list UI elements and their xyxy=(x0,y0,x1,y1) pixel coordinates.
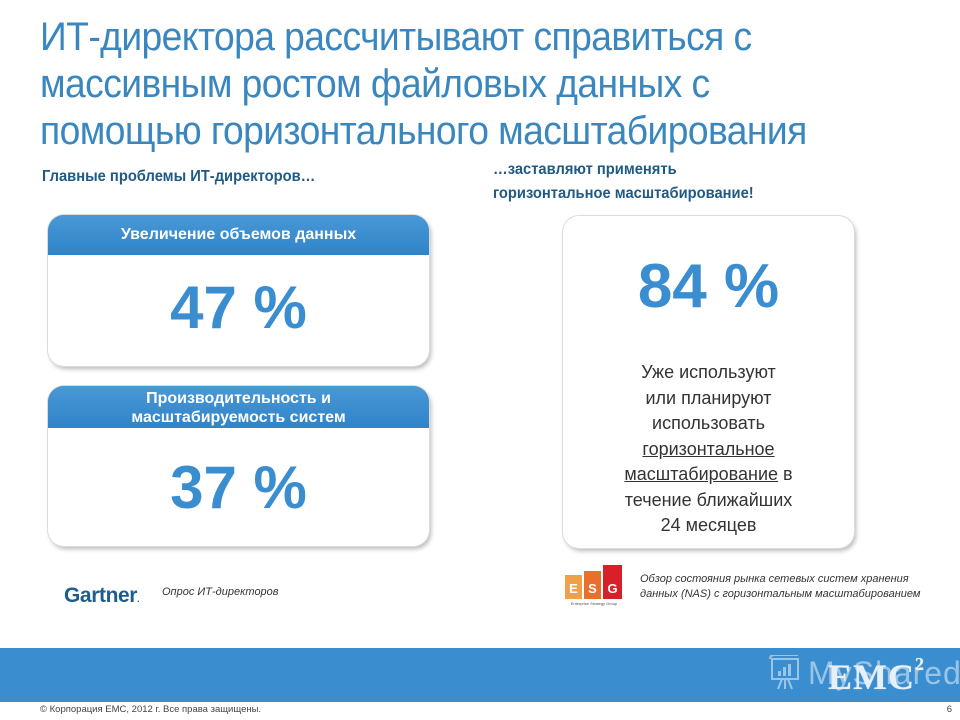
description-line: использовать xyxy=(652,413,765,433)
svg-text:S: S xyxy=(588,581,597,596)
myshared-watermark[interactable]: MyShared xyxy=(768,655,960,691)
stat-card-value: 47 % xyxy=(170,274,307,341)
stat-card-performance: Производительность и масштабируемость си… xyxy=(48,386,429,546)
left-column-heading: Главные проблемы ИТ-директоров… xyxy=(42,168,316,185)
svg-text:Enterprise Strategy Group: Enterprise Strategy Group xyxy=(571,601,618,606)
esg-logo: E S G Enterprise Strategy Group xyxy=(565,565,622,606)
gartner-logo: Gartner. xyxy=(64,584,140,607)
stat-card-data-growth: Увеличение объемов данных 47 % xyxy=(48,215,429,366)
stat-card-description: Уже используют или планируют использоват… xyxy=(563,360,854,539)
stat-card-value: 84 % xyxy=(637,252,780,321)
slide-title: ИТ-директора рассчитывают справиться с м… xyxy=(40,15,807,153)
footer-band xyxy=(0,648,960,702)
stat-card-header-line2: масштабируемость систем xyxy=(131,409,346,426)
page-number: 6 xyxy=(946,704,952,715)
stat-card-header: Производительность и масштабируемость си… xyxy=(48,386,429,428)
svg-text:E: E xyxy=(569,581,578,596)
emc-logo: EMC2 xyxy=(828,654,925,697)
underlined-term: масштабирование xyxy=(624,464,779,484)
right-heading-line2: горизонтальное масштабирование! xyxy=(493,185,754,202)
esg-source-caption: Обзор состояния рынка сетевых систем хра… xyxy=(640,573,921,600)
right-column-heading: …заставляют применять горизонтальное мас… xyxy=(493,158,754,206)
copyright-text: © Корпорация EMC, 2012 г. Все права защи… xyxy=(40,704,262,715)
stat-card-header-line1: Производительность и xyxy=(146,390,331,407)
gartner-source-caption: Опрос ИТ-директоров xyxy=(162,586,279,598)
right-heading-line1: …заставляют применять xyxy=(493,161,677,178)
presentation-chart-icon xyxy=(769,655,799,690)
description-line: Уже используют xyxy=(641,362,776,382)
stat-card-header: Увеличение объемов данных xyxy=(48,215,429,255)
stat-card-scale-out: 84 % Уже используют или планируют исполь… xyxy=(563,216,854,548)
svg-text:G: G xyxy=(607,581,617,596)
description-fragment: в xyxy=(778,464,793,484)
stat-card-value: 37 % xyxy=(170,454,307,521)
description-line: или планируют xyxy=(645,387,772,408)
description-line: 24 месяцев xyxy=(660,515,757,535)
underlined-term: горизонтальное xyxy=(642,438,775,459)
description-line: течение ближайших xyxy=(624,489,793,510)
watermark-text: MyShared xyxy=(808,654,960,691)
